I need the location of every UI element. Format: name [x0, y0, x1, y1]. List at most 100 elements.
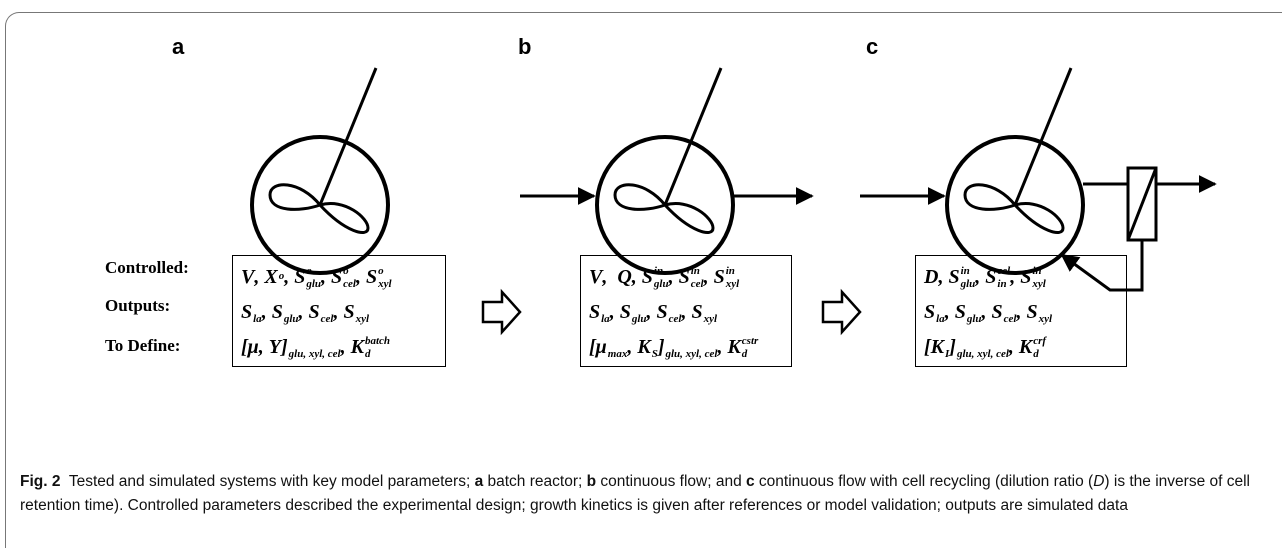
symbol: S — [954, 301, 966, 323]
superscript: cstr — [741, 334, 759, 347]
formula-token: , — [333, 301, 343, 324]
subscript: in — [997, 277, 1007, 290]
symbol: S — [308, 301, 320, 323]
formula-token: , — [299, 301, 309, 324]
scripts: cel — [669, 312, 682, 325]
symbol: [K — [924, 336, 944, 358]
formula-token: , — [284, 266, 294, 289]
symbol: V — [241, 266, 255, 288]
subscript: glu — [960, 277, 976, 290]
subscript: la — [936, 313, 945, 325]
caption-run: ) is the inverse of cell retention time)… — [20, 473, 1255, 514]
subscript: cel — [668, 313, 682, 325]
scripts: o glu — [306, 264, 321, 290]
scripts: xyl — [356, 312, 369, 325]
scripts: la — [253, 312, 262, 325]
formula-token: , — [1010, 266, 1020, 289]
subscript: glu — [631, 313, 647, 325]
caption-run: c — [746, 473, 755, 490]
formula-token: , — [627, 336, 637, 359]
row-label: To Define: — [105, 336, 181, 355]
formula-token: , — [647, 301, 657, 324]
subscript: glu — [966, 313, 982, 325]
symbol: [μ — [589, 336, 607, 358]
symbol: S — [641, 266, 653, 288]
superscript: o — [306, 264, 312, 277]
scripts: cel — [1004, 312, 1017, 325]
subscript: glu — [306, 277, 321, 290]
symbol: S — [589, 301, 601, 323]
symbol: , — [717, 336, 728, 358]
scripts: glu — [284, 312, 299, 325]
symbol: K — [637, 336, 651, 358]
scripts: o xyl — [378, 264, 392, 290]
symbol: K — [350, 336, 364, 358]
subscript: xyl — [1038, 313, 1053, 325]
formula-token: ] glu, xyl, cel — [658, 335, 718, 360]
subscript: S — [651, 348, 658, 360]
symbol: ] — [949, 336, 956, 358]
formula-token: , — [704, 266, 714, 289]
formula-token: V — [589, 266, 602, 289]
subscript: xyl — [355, 313, 370, 325]
formula-token: , — [254, 266, 264, 289]
formula-token: , — [602, 266, 617, 289]
superscript: cel — [997, 264, 1011, 277]
caption-run: a — [474, 473, 484, 490]
formula-token: , — [669, 266, 679, 289]
panel-label: c — [866, 34, 879, 59]
formula-token: [K I — [924, 335, 949, 360]
symbol: S — [365, 266, 378, 288]
subscript: cel — [343, 277, 356, 290]
subscript: d — [741, 347, 748, 360]
superscript: in — [725, 264, 735, 277]
symbol: , — [681, 301, 692, 323]
scripts: glu, xyl, cel — [289, 347, 341, 360]
subscript: la — [601, 313, 610, 325]
scripts: glu — [967, 312, 982, 325]
hollow-arrows — [481, 288, 862, 336]
symbol: S — [713, 266, 725, 288]
symbol: S — [294, 266, 306, 288]
subscript: glu, xyl, cel — [956, 348, 1009, 360]
superscript: in — [1032, 264, 1042, 277]
frame — [5, 12, 1282, 548]
scripts: xyl — [704, 312, 717, 325]
scripts: la — [601, 312, 610, 325]
subscript: xyl — [378, 277, 392, 290]
superscript: o — [378, 264, 384, 277]
scripts: la — [936, 312, 945, 325]
symbol: , — [975, 266, 986, 288]
symbol: , — [261, 301, 272, 323]
symbol: , — [944, 301, 955, 323]
symbol: , — [627, 336, 638, 358]
scripts: I — [945, 347, 949, 360]
symbol: Q — [617, 266, 632, 288]
formula-token: , — [1016, 301, 1026, 324]
symbol: , — [1016, 301, 1027, 323]
reactor-a — [250, 67, 390, 275]
subscript: d — [364, 347, 371, 360]
symbol: S — [619, 301, 631, 323]
symbol: D — [924, 266, 939, 288]
caption: Fig. 2 Tested and simulated systems with… — [20, 470, 1260, 518]
scripts: batch d — [364, 335, 390, 360]
